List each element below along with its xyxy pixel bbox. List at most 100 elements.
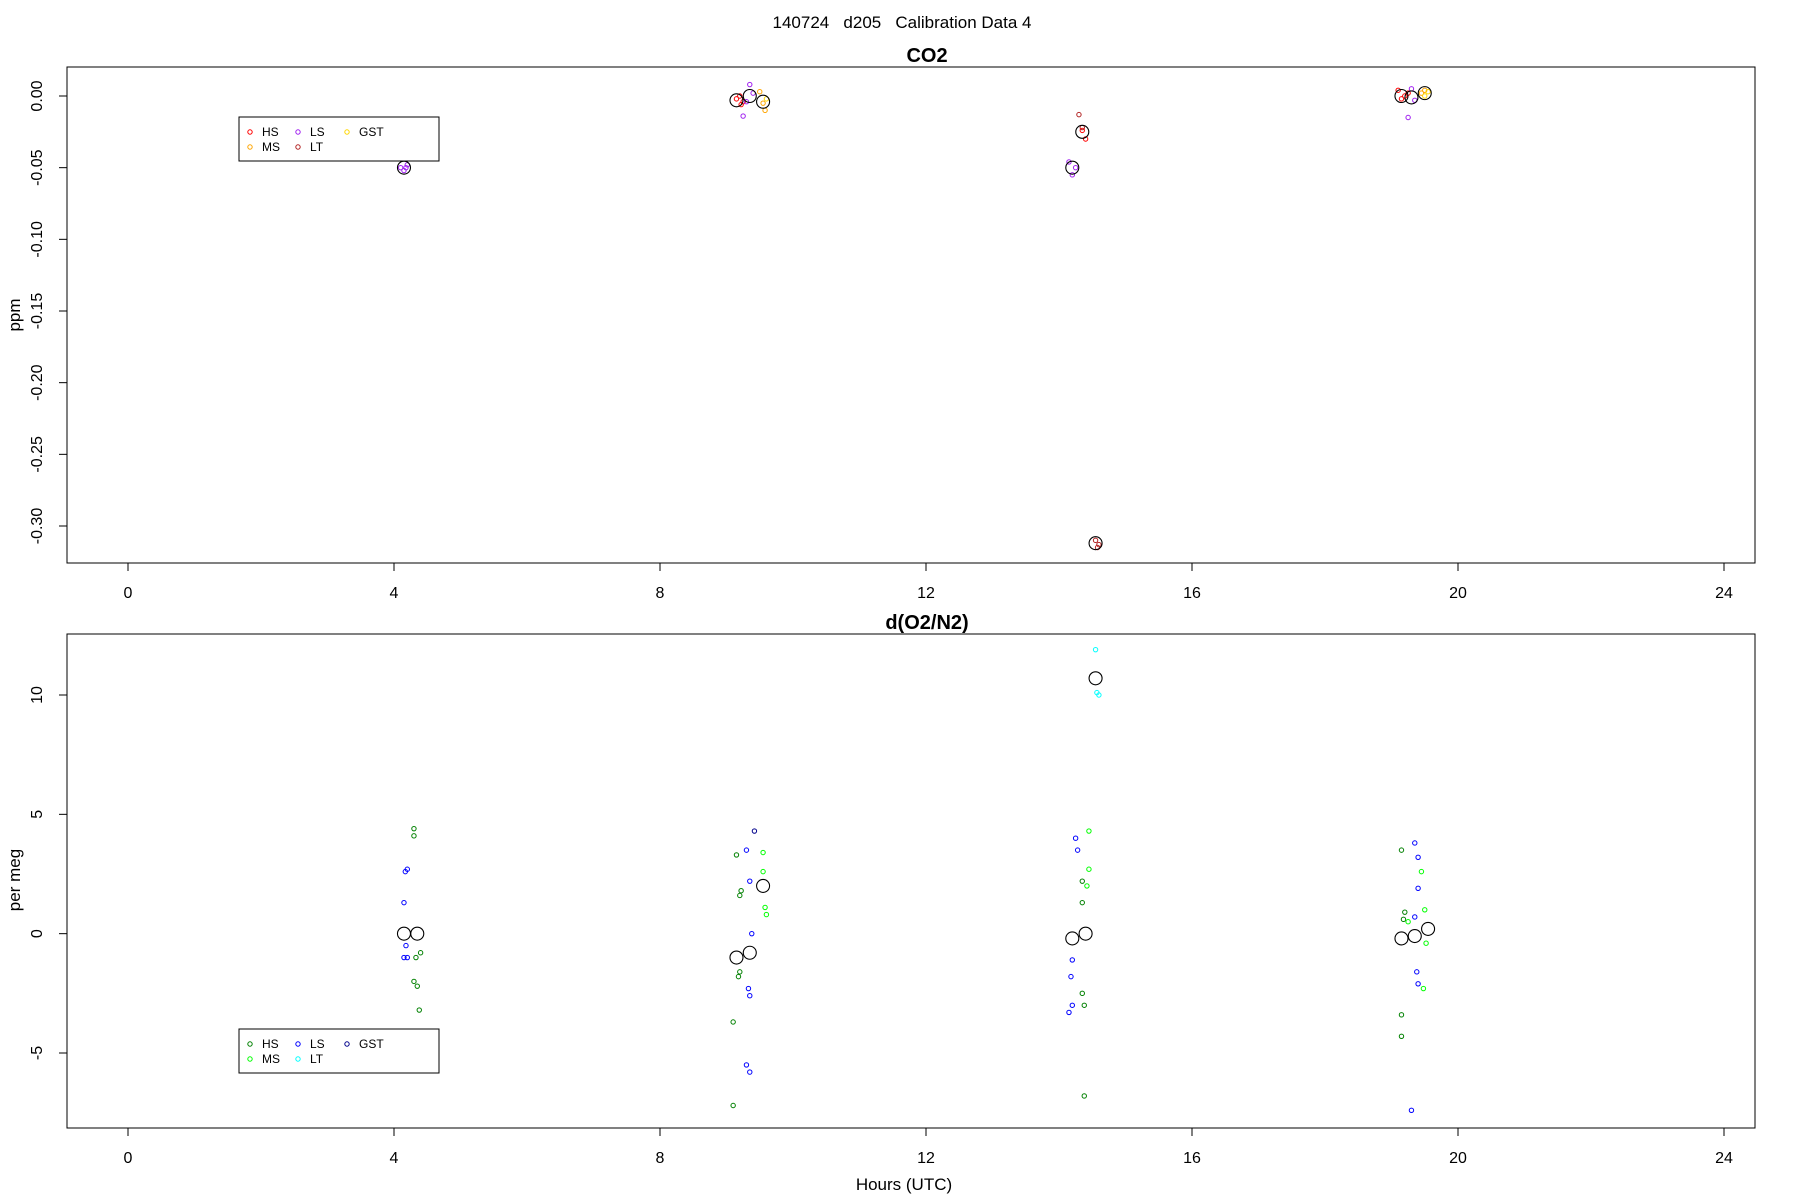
o2n2-point-ls	[1415, 885, 1421, 892]
o2n2-point-ms	[1084, 883, 1090, 889]
o2n2-point-ms	[763, 911, 770, 918]
o2n2-point-hs	[733, 852, 740, 858]
o2n2-point-ls	[743, 1062, 750, 1068]
co2-point-hs	[1398, 96, 1405, 102]
o2n2-point-ls	[1415, 981, 1421, 987]
co2-x-tick-label: 24	[1715, 585, 1733, 602]
co2-x-tick-label: 4	[390, 585, 399, 602]
co2-x-tick-label: 20	[1449, 585, 1467, 602]
o2n2-legend-label-ls: LS	[310, 1037, 325, 1051]
o2n2-point-hs	[735, 973, 742, 980]
co2-mean-marker	[1394, 88, 1409, 104]
co2-point-ms	[762, 107, 768, 114]
o2n2-point-hs	[411, 833, 417, 839]
o2n2-x-tick-label: 0	[124, 1150, 133, 1167]
co2-point-gst	[1425, 89, 1431, 95]
co2-mean-marker	[1404, 90, 1419, 105]
co2-point-ls	[397, 164, 404, 171]
co2-point-ls	[1408, 86, 1415, 92]
o2n2-point-ls	[404, 954, 410, 961]
o2n2-point-ls	[745, 985, 752, 992]
o2n2-point-lt	[1096, 692, 1102, 698]
o2n2-point-ms	[1086, 828, 1092, 834]
co2-point-lt	[1092, 537, 1099, 544]
co2-point-ms	[1418, 90, 1425, 96]
o2n2-point-ms	[760, 849, 766, 856]
page-title: 140724 d205 Calibration Data 4	[773, 13, 1032, 32]
co2-mean-marker	[742, 88, 757, 104]
co2-mean-marker	[1417, 86, 1432, 101]
o2n2-point-hs	[1398, 1012, 1405, 1018]
co2-legend-marker-ls	[295, 129, 301, 135]
co2-point-hs	[733, 96, 740, 102]
o2n2-point-hs	[411, 825, 417, 832]
o2n2-legend-label-ms: MS	[262, 1052, 280, 1066]
o2n2-mean-marker	[1407, 929, 1422, 944]
o2n2-point-ms	[1420, 985, 1427, 992]
o2n2-legend-marker-ms	[247, 1056, 253, 1062]
co2-point-ls	[1072, 164, 1079, 171]
o2n2-point-ls	[401, 954, 407, 961]
o2n2-point-hs	[1081, 1093, 1087, 1099]
o2n2-point-hs	[738, 888, 744, 894]
co2-point-hs	[738, 101, 744, 108]
o2n2-point-ms	[760, 868, 766, 875]
o2n2-point-ls	[1066, 1009, 1072, 1016]
o2n2-panel: d(O2/N2) per meg Hours (UTC) 0 4 8 12 16 20 24…	[5, 612, 1756, 1194]
o2n2-mean-marker	[729, 950, 744, 965]
co2-x-tick-label: 0	[124, 585, 133, 602]
o2n2-legend-marker-lt	[295, 1056, 301, 1062]
co2-point-ls	[747, 81, 753, 88]
o2n2-point-hs	[1398, 847, 1405, 853]
o2n2-point-hs	[416, 1007, 422, 1013]
co2-legend-box	[238, 116, 440, 162]
o2n2-mean-marker	[1421, 921, 1436, 936]
o2n2-x-tick-label: 8	[656, 1150, 665, 1167]
x-axis-label: Hours (UTC)	[856, 1175, 952, 1194]
o2n2-point-hs	[1079, 878, 1085, 884]
o2n2-point-ls	[1072, 835, 1079, 841]
o2n2-point-lt	[1092, 646, 1099, 653]
co2-legend-marker-gst	[344, 129, 350, 135]
o2n2-point-ms	[762, 904, 768, 911]
o2n2-legend-marker-ls	[295, 1041, 301, 1047]
o2n2-point-ls	[747, 1069, 753, 1075]
co2-y-tick-label: -0.30	[29, 508, 46, 545]
o2n2-point-ms	[1405, 919, 1411, 925]
o2n2-mean-marker	[1065, 931, 1080, 946]
co2-legend-label-hs: HS	[262, 125, 279, 139]
o2n2-point-hs	[730, 1019, 736, 1025]
co2-point-hs	[1079, 127, 1085, 134]
o2n2-y-tick-label: -5	[29, 1046, 46, 1060]
co2-point-ls	[403, 164, 409, 171]
co2-y-axis: 0.00 -0.05 -0.10 -0.15 -0.20 -0.25 -0.30	[29, 80, 68, 545]
o2n2-x-tick-label: 12	[917, 1150, 935, 1167]
o2n2-point-ls	[747, 878, 753, 884]
co2-legend-label-lt: LT	[310, 140, 324, 154]
o2n2-point-ls	[1068, 973, 1074, 980]
o2n2-mean-marker	[396, 926, 412, 941]
co2-y-tick-label: -0.10	[29, 221, 46, 258]
o2n2-point-hs	[737, 892, 743, 899]
co2-y-tick-label: 0.00	[29, 80, 46, 111]
o2n2-x-tick-label: 24	[1715, 1150, 1733, 1167]
o2n2-mean-marker	[756, 878, 771, 893]
o2n2-y-axis-label: per meg	[5, 849, 24, 911]
o2n2-point-ms	[1423, 940, 1429, 946]
co2-mean-marker	[1088, 536, 1103, 551]
o2n2-x-tick-label: 16	[1183, 1150, 1201, 1167]
co2-point-ls	[740, 113, 746, 119]
o2n2-point-hs	[1079, 990, 1085, 997]
o2n2-point-hs	[1079, 899, 1085, 906]
o2n2-point-hs	[411, 978, 417, 985]
o2n2-point-hs	[730, 1102, 736, 1109]
co2-panel: CO2 ppm 0 4 8 12 16 20 24 0.00 -0.05 -0.10 -0.15 -…	[5, 45, 1756, 602]
o2n2-point-ls	[1415, 854, 1421, 860]
co2-x-axis: 0 4 8 12 16 20 24	[124, 562, 1733, 602]
o2n2-point-ms	[1086, 866, 1092, 872]
co2-x-tick-label: 12	[917, 585, 935, 602]
co2-point-ls	[743, 99, 750, 105]
o2n2-point-hs	[417, 950, 424, 956]
co2-mean-marker	[756, 94, 771, 109]
